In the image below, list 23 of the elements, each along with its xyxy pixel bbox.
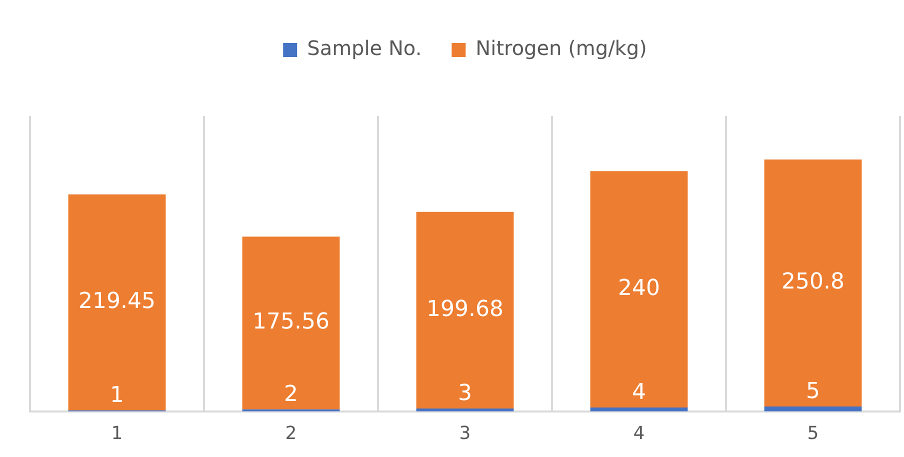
x-tick-label: 1 — [111, 422, 123, 444]
data-label: 219.45 — [78, 289, 156, 314]
x-tick-label: 2 — [285, 422, 297, 444]
data-label: 5 — [806, 379, 820, 404]
data-label: 175.56 — [252, 310, 330, 335]
data-label: 240 — [618, 276, 660, 302]
data-label: 4 — [632, 380, 646, 406]
x-tick-label: 5 — [807, 422, 819, 444]
legend-label: Nitrogen (mg/kg) — [476, 36, 647, 60]
bar — [764, 160, 862, 406]
x-tick-label: 4 — [633, 422, 645, 444]
data-label: 250.8 — [782, 270, 844, 295]
data-label: 2 — [284, 382, 298, 408]
data-label: 3 — [458, 381, 472, 406]
data-label: 1 — [110, 383, 124, 408]
bar — [68, 194, 166, 410]
bar — [242, 236, 340, 410]
legend-label: Sample No. — [307, 36, 422, 60]
bar — [764, 406, 862, 412]
bar — [590, 171, 688, 408]
data-label: 199.68 — [426, 296, 504, 322]
bar — [416, 212, 514, 408]
x-tick-label: 3 — [459, 422, 471, 444]
